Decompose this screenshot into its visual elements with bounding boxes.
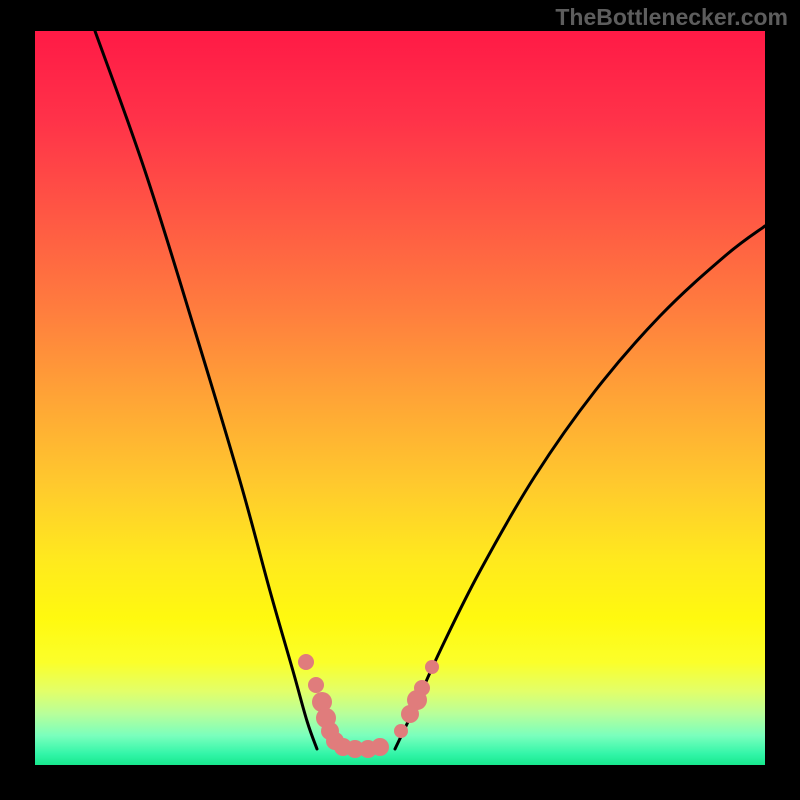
chart-canvas: TheBottlenecker.com <box>0 0 800 800</box>
data-marker <box>394 724 408 738</box>
watermark-text: TheBottlenecker.com <box>555 4 788 31</box>
data-marker <box>425 660 439 674</box>
bottleneck-curve-left <box>95 31 317 749</box>
plot-area <box>35 31 765 765</box>
bottleneck-curve-right <box>395 226 765 749</box>
data-markers <box>298 654 439 758</box>
data-marker <box>414 680 430 696</box>
curve-layer <box>35 31 765 765</box>
data-marker <box>308 677 324 693</box>
data-marker <box>298 654 314 670</box>
data-marker <box>371 738 389 756</box>
